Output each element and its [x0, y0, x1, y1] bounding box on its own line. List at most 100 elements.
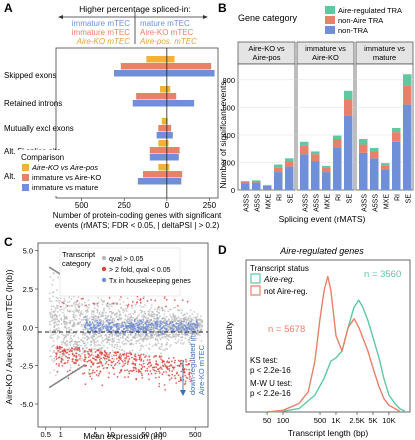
point-red — [120, 357, 122, 360]
point-grey — [53, 359, 56, 362]
point-red — [67, 359, 69, 362]
point-blue — [140, 330, 142, 333]
point-blue — [119, 331, 122, 334]
point-grey — [167, 335, 169, 337]
stacked-segment — [300, 141, 309, 146]
point-grey — [81, 304, 84, 307]
stacked-segment — [392, 128, 401, 133]
panel-c-legend-3: Tx in housekeeping genes — [109, 278, 191, 285]
panel-a-xlabel-2: events (rMATS; FDR < 0.05, | deltaPSI | … — [55, 221, 220, 230]
point-grey — [127, 333, 130, 336]
point-grey — [111, 343, 113, 346]
point-grey — [73, 349, 76, 352]
point-blue — [134, 328, 137, 330]
stacked-segment — [359, 144, 368, 153]
point-red — [90, 353, 93, 356]
point-blue — [184, 332, 187, 335]
stacked-segment — [370, 158, 379, 190]
point-grey — [151, 311, 154, 313]
xtick-label: 10K — [382, 416, 395, 425]
point-grey — [53, 306, 56, 309]
point-red — [72, 361, 75, 364]
xtick-label: 50 — [141, 430, 149, 439]
point-grey — [62, 308, 65, 311]
point-red — [165, 305, 167, 308]
point-grey — [65, 340, 68, 342]
point-red — [124, 362, 127, 365]
point-red — [75, 358, 77, 361]
point-grey — [57, 323, 60, 326]
point-grey — [68, 328, 71, 331]
point-grey — [168, 345, 171, 348]
point-red — [90, 365, 92, 368]
ytick-label: 2.5 — [23, 285, 33, 294]
point-grey — [80, 319, 83, 321]
point-red — [88, 353, 91, 356]
point-grey — [196, 328, 199, 330]
point-grey — [173, 335, 176, 338]
point-grey — [99, 348, 102, 351]
point-blue — [98, 332, 101, 335]
point-grey — [154, 343, 157, 346]
point-grey — [98, 313, 101, 316]
cat-label-retained: Retained introns — [4, 99, 62, 108]
point-red — [163, 297, 166, 300]
point-grey — [72, 314, 75, 316]
point-grey — [58, 314, 61, 317]
point-grey — [102, 364, 105, 367]
point-grey — [49, 300, 51, 302]
point-grey — [51, 359, 53, 361]
point-red — [66, 305, 69, 307]
point-red — [84, 358, 87, 361]
point-blue — [159, 328, 162, 331]
point-blue — [173, 325, 176, 328]
point-grey — [81, 312, 84, 315]
point-grey — [198, 326, 201, 329]
point-grey — [186, 312, 188, 315]
point-blue — [196, 330, 199, 332]
point-red — [90, 377, 93, 380]
point-grey — [160, 343, 163, 345]
point-red — [189, 376, 191, 378]
point-blue — [132, 329, 135, 331]
point-grey — [80, 344, 82, 347]
point-grey — [128, 313, 130, 316]
point-red — [132, 366, 135, 369]
point-blue — [159, 320, 162, 322]
point-red — [139, 370, 142, 373]
point-red — [116, 361, 119, 364]
point-grey — [184, 313, 186, 316]
point-blue — [135, 322, 138, 325]
point-grey — [73, 316, 75, 319]
point-grey — [140, 306, 143, 309]
point-blue — [98, 322, 101, 325]
point-red — [128, 370, 130, 373]
point-red — [107, 356, 109, 359]
point-grey — [57, 276, 60, 279]
point-grey — [82, 342, 85, 345]
point-red — [55, 357, 58, 360]
point-grey — [174, 341, 177, 344]
point-grey — [69, 341, 72, 344]
point-grey — [92, 339, 95, 341]
stacked-segment — [403, 74, 412, 86]
comparison-legend-box — [18, 150, 136, 196]
point-blue — [84, 324, 87, 327]
point-red — [85, 364, 88, 367]
point-blue — [189, 324, 192, 326]
stacked-segment — [392, 141, 401, 190]
point-grey — [144, 316, 147, 319]
point-red — [61, 350, 63, 353]
point-grey — [131, 316, 134, 319]
point-grey — [91, 351, 94, 354]
point-grey — [53, 315, 55, 317]
bar-left — [158, 164, 167, 171]
point-grey — [174, 315, 177, 317]
point-grey — [66, 322, 68, 324]
stacked-segment — [322, 172, 331, 190]
point-blue — [85, 320, 88, 323]
point-red — [158, 370, 160, 373]
point-red — [138, 358, 141, 361]
point-grey — [69, 319, 72, 322]
point-grey — [84, 301, 86, 304]
